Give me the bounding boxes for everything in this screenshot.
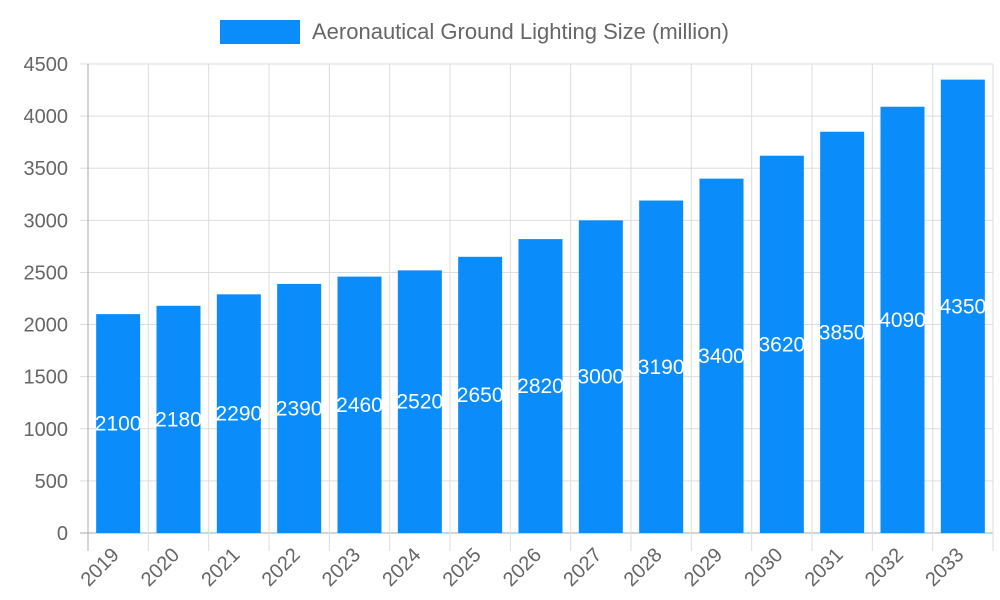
data-label-2033: 4350 bbox=[939, 295, 986, 318]
x-tick-label: 2024 bbox=[378, 544, 425, 591]
x-tick-label: 2026 bbox=[499, 544, 546, 591]
bar-2032[interactable] bbox=[880, 106, 925, 533]
x-tick-label: 2027 bbox=[559, 544, 606, 591]
data-label-2023: 2460 bbox=[336, 394, 383, 417]
grid bbox=[80, 63, 994, 551]
data-label-2031: 3850 bbox=[819, 321, 866, 344]
x-tick-label: 2028 bbox=[620, 544, 667, 591]
x-tick-label: 2021 bbox=[197, 544, 244, 591]
bar-2027[interactable] bbox=[578, 220, 623, 534]
y-tick-label: 3000 bbox=[24, 210, 69, 232]
data-label-2021: 2290 bbox=[215, 403, 262, 426]
bar-2020[interactable] bbox=[156, 305, 201, 533]
data-label-2022: 2390 bbox=[276, 397, 323, 420]
data-label-2028: 3190 bbox=[638, 356, 685, 379]
x-tick-label: 2029 bbox=[680, 544, 727, 591]
bars: 2100 2180 2290 2390 2460 2520 2650 2820 3000 3190… bbox=[95, 79, 986, 534]
bar-2026[interactable] bbox=[518, 239, 563, 534]
y-tick-label: 1500 bbox=[24, 367, 69, 389]
x-tick-label: 2031 bbox=[801, 544, 848, 591]
data-label-2024: 2520 bbox=[396, 391, 443, 414]
x-tick-label: 2033 bbox=[921, 544, 968, 591]
x-tick-label: 2032 bbox=[861, 544, 908, 591]
x-tick-label: 2023 bbox=[318, 544, 365, 591]
x-tick-label: 2025 bbox=[439, 544, 486, 591]
x-tick-label: 2019 bbox=[77, 544, 124, 591]
y-tick-label: 3500 bbox=[24, 158, 69, 180]
bar-2022[interactable] bbox=[277, 283, 322, 533]
y-tick-label: 4500 bbox=[24, 54, 69, 76]
legend-swatch bbox=[220, 20, 300, 44]
data-label-2029: 3400 bbox=[698, 345, 745, 368]
bar-2019[interactable] bbox=[96, 314, 141, 533]
y-tick-label: 2500 bbox=[24, 262, 69, 284]
data-label-2032: 4090 bbox=[879, 309, 926, 332]
y-tick-label: 0 bbox=[57, 523, 68, 545]
data-label-2025: 2650 bbox=[457, 384, 504, 407]
y-tick-label: 1000 bbox=[24, 419, 69, 441]
bar-2028[interactable] bbox=[639, 200, 684, 533]
y-tick-label: 500 bbox=[35, 471, 68, 493]
bar-2021[interactable] bbox=[216, 294, 261, 533]
data-label-2026: 2820 bbox=[517, 375, 564, 398]
data-label-2030: 3620 bbox=[758, 333, 805, 356]
data-label-2027: 3000 bbox=[577, 366, 624, 389]
x-tick-label: 2022 bbox=[258, 544, 305, 591]
bar-2029[interactable] bbox=[699, 178, 744, 533]
bar-2024[interactable] bbox=[397, 270, 442, 533]
legend[interactable]: Aeronautical Ground Lighting Size (milli… bbox=[220, 19, 729, 44]
y-tick-label: 2000 bbox=[24, 315, 69, 337]
legend-label: Aeronautical Ground Lighting Size (milli… bbox=[312, 19, 729, 44]
data-label-2020: 2180 bbox=[155, 408, 202, 431]
bar-2033[interactable] bbox=[940, 79, 985, 533]
x-tick-label: 2030 bbox=[740, 544, 787, 591]
y-tick-label: 4000 bbox=[24, 106, 69, 128]
bar-2031[interactable] bbox=[820, 131, 865, 533]
bar-2023[interactable] bbox=[337, 276, 382, 533]
data-label-2019: 2100 bbox=[95, 413, 142, 436]
bar-2030[interactable] bbox=[759, 155, 804, 533]
x-tick-label: 2020 bbox=[137, 544, 184, 591]
bar-2025[interactable] bbox=[458, 256, 503, 533]
